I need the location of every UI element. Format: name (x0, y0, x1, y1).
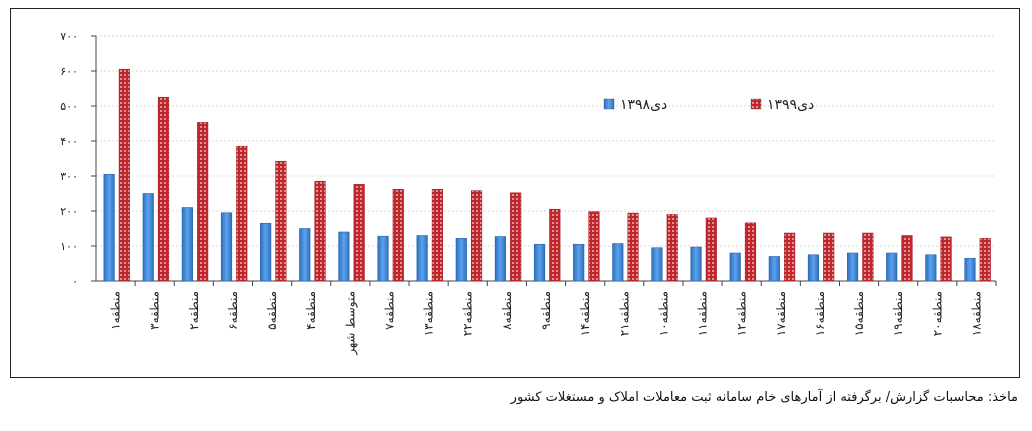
bar-1398 (925, 254, 937, 282)
y-tick-label: ۴۰۰ (60, 135, 78, 148)
bar-1398 (338, 231, 350, 282)
bar-1399 (275, 161, 287, 282)
y-tick-label: ۶۰۰ (60, 65, 78, 78)
y-tick-label: ۵۰۰ (60, 100, 78, 113)
category-label: منطقه۷ (382, 291, 396, 330)
bar-1398 (494, 236, 506, 282)
y-tick-label: ۲۰۰ (60, 205, 78, 218)
y-tick-label: ۱۰۰ (60, 240, 78, 253)
bar-1399 (940, 236, 952, 282)
bar-1398 (142, 193, 154, 282)
bar-1399 (314, 180, 326, 282)
bar-1399 (862, 232, 874, 282)
bar-1398 (807, 254, 820, 282)
bar-1398 (455, 238, 467, 282)
bar-1399 (510, 192, 522, 282)
legend-swatch (750, 98, 762, 110)
bar-1399 (588, 211, 600, 282)
category-label: منطقه۱۵ (852, 291, 866, 336)
bar-1398 (260, 222, 272, 282)
bar-1399 (118, 68, 130, 282)
category-label: منطقه۲ (187, 291, 201, 330)
category-label: منطقه۸ (500, 291, 514, 330)
bar-1399 (705, 217, 717, 282)
bar-1398 (651, 247, 663, 282)
bar-1399 (666, 214, 678, 282)
bar-1398 (533, 243, 546, 282)
bar-1399 (549, 208, 561, 282)
bar-1398 (847, 252, 859, 282)
legend-label: دی۱۳۹۹ (767, 97, 814, 113)
category-label: منطقه۱ (109, 291, 123, 330)
category-label: منطقه۱۳ (422, 291, 436, 336)
bar-1399 (627, 212, 639, 282)
category-label: منطقه۲۲ (461, 291, 475, 336)
category-label: منطقه۳ (148, 291, 162, 330)
bar-1398 (612, 243, 624, 282)
y-tick-label: ۳۰۰ (60, 170, 78, 183)
bar-1398 (964, 257, 976, 282)
bar-1398 (729, 252, 741, 282)
legend: دی۱۳۹۹ دی۱۳۹۸ (603, 97, 814, 113)
category-label: منطقه۱۸ (969, 291, 983, 336)
category-label: منطقه۱۱ (696, 291, 710, 336)
category-label: منطقه۹ (539, 291, 553, 330)
category-label: منطقه۶ (226, 291, 240, 330)
bar-1398 (416, 235, 428, 282)
bar-1398 (573, 243, 585, 282)
bar-1399 (157, 96, 170, 282)
bar-1398 (886, 252, 898, 282)
category-label: منطقه۱۷ (774, 291, 788, 336)
category-label: متوسط شهر (343, 291, 358, 356)
bar-1399 (236, 145, 248, 282)
category-label: منطقه۱۶ (813, 291, 827, 336)
y-tick-label: ۷۰۰ (60, 30, 78, 43)
y-tick-label: ۰ (72, 275, 78, 288)
category-label: منطقه۱۰ (656, 291, 670, 336)
bar-1399 (979, 238, 991, 282)
source-note: ماخذ: محاسبات گزارش/ برگرفته از آمارهای … (510, 390, 1018, 405)
bar-1399 (784, 232, 796, 282)
category-label: منطقه۵ (265, 291, 279, 330)
bar-1399 (431, 189, 443, 282)
legend-label: دی۱۳۹۸ (620, 97, 667, 113)
bar-1398 (220, 212, 233, 282)
legend-swatch (603, 98, 615, 110)
bar-1399 (392, 189, 404, 282)
bar-1399 (901, 235, 913, 282)
bar-1398 (181, 207, 193, 282)
category-labels: منطقه۱ منطقه۳ منطقه۲ منطقه۶ منطقه۵ منطقه۴ متوس… (109, 291, 984, 356)
category-label: منطقه۴ (304, 291, 318, 330)
bar-1398 (103, 173, 115, 282)
bar-1398 (690, 246, 702, 282)
category-label: منطقه۲۱ (617, 291, 631, 336)
bar-1399 (744, 222, 757, 282)
bars (103, 68, 991, 282)
bar-1399 (470, 190, 483, 282)
bar-1398 (299, 228, 311, 282)
category-label: منطقه۱۴ (578, 291, 592, 336)
bar-1399 (197, 122, 209, 282)
category-label: منطقه۱۹ (891, 291, 905, 336)
category-label: منطقه۲۰ (930, 291, 944, 336)
bar-1399 (353, 184, 365, 282)
bar-1398 (768, 256, 780, 282)
chart-frame: ۰ ۱۰۰ ۲۰۰ ۳۰۰ ۴۰۰ ۵۰۰ ۶۰۰ ۷۰۰ منطقه۱ منطقه۳ منطقه… (10, 8, 1020, 378)
bar-1398 (377, 235, 389, 282)
category-label: منطقه۱۲ (735, 291, 749, 336)
bar-1399 (823, 232, 835, 282)
